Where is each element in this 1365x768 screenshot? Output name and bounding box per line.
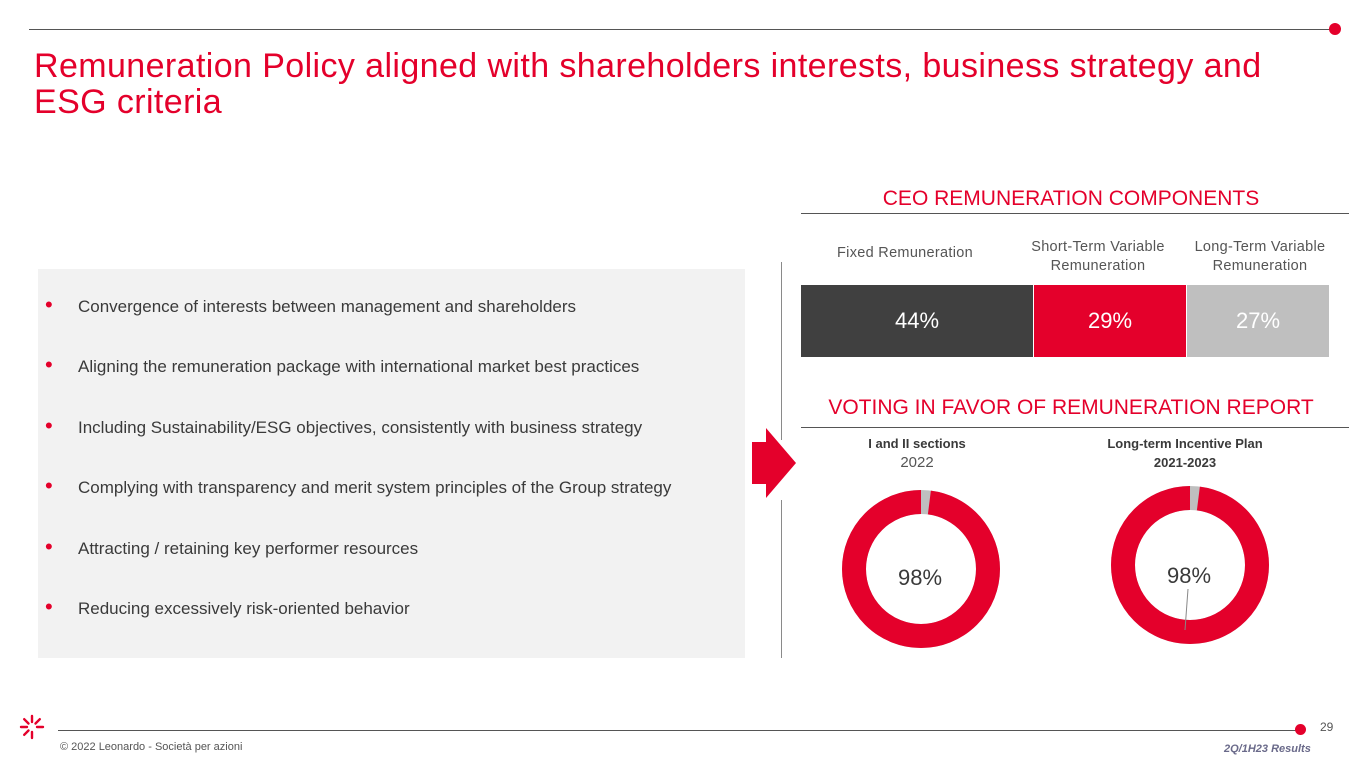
donut-chart-2 [1111, 486, 1269, 644]
donut-1-favor-slice [842, 490, 1000, 648]
bar-value-label: 29% [1087, 308, 1133, 333]
donut-caption-1: I and II sections [868, 436, 966, 451]
ceo-section-rule [801, 213, 1349, 214]
bar-value-label: 44% [894, 308, 940, 333]
bar-segment-2: 29% [1034, 285, 1186, 357]
top-rule [29, 29, 1334, 30]
column-label-short-term: Short-Term Variable Remuneration [1031, 239, 1165, 274]
donut-subcaption-2: 2021-2023 [1153, 455, 1217, 470]
donut-value-1: 98% [897, 565, 943, 590]
donut-subcaption-1: 2022 [900, 454, 934, 471]
divider-line-upper [781, 262, 782, 440]
bullet-dot-icon: • [45, 593, 53, 619]
page-number: 29 [1320, 720, 1334, 734]
leonardo-logo-icon [18, 713, 46, 746]
bottom-rule [58, 730, 1300, 731]
donut-value-2: 98% [1166, 563, 1212, 588]
bullet-dot-icon: • [45, 473, 53, 499]
column-label-long-term: Long-Term Variable Remuneration [1194, 239, 1326, 274]
arrow-right-icon [752, 428, 798, 503]
donut-caption-2: Long-term Incentive Plan [1107, 436, 1263, 451]
bullet-dot-icon: • [45, 292, 53, 317]
bullet-dot-icon: • [45, 412, 53, 438]
top-rule-dot [1329, 23, 1341, 35]
results-label: 2Q/1H23 Results [1224, 743, 1311, 755]
bar-segment-1: 44% [801, 285, 1033, 357]
ceo-section-title: CEO REMUNERATION COMPONENTS [882, 187, 1260, 210]
bullet-panel [38, 269, 745, 658]
voting-section-title: VOTING IN FAVOR OF REMUNERATION REPORT [828, 396, 1314, 419]
donut-2-leader-line [1184, 588, 1189, 631]
copyright-text: © 2022 Leonardo - Società per azioni [60, 741, 243, 753]
bullet-dot-icon: • [45, 352, 53, 378]
divider-line-lower [781, 500, 782, 658]
donut-2-favor-slice [1111, 486, 1269, 644]
donut-chart-1 [842, 490, 1000, 648]
bullet-dot-icon: • [45, 533, 53, 559]
page-title: Remuneration Policy aligned with shareho… [34, 47, 1262, 121]
column-label-fixed: Fixed Remuneration [837, 245, 973, 261]
voting-section-rule [801, 427, 1349, 428]
bottom-rule-dot [1295, 724, 1306, 735]
bar-value-label: 27% [1235, 308, 1281, 333]
bar-segment-3: 27% [1187, 285, 1329, 357]
